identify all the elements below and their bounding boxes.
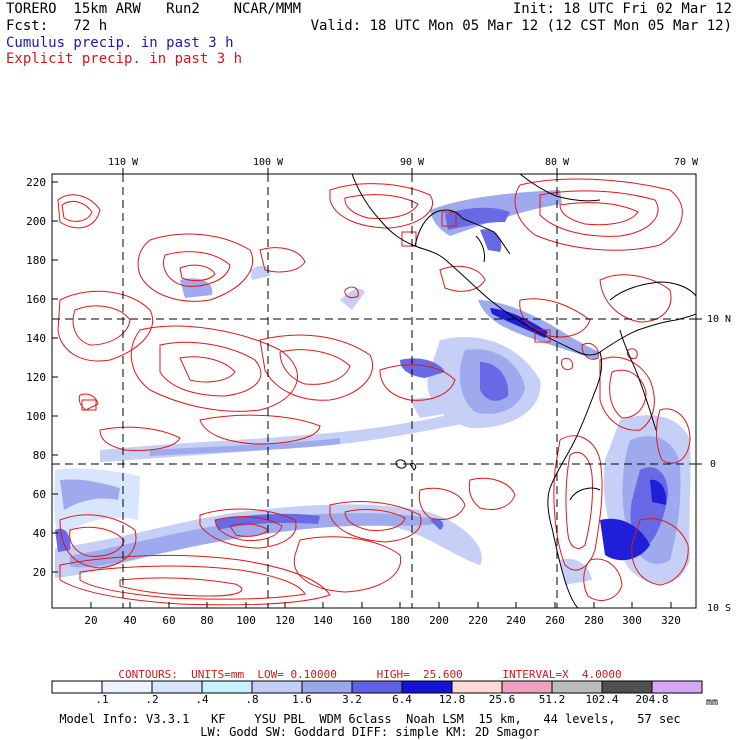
colorbar-cell [201,680,253,694]
y-tick: 100 [26,410,46,423]
colorbar-label: .2 [145,693,158,706]
x-tick: 20 [84,614,97,627]
colorbar-cell [501,680,553,694]
lat-label: 10 S [707,603,731,614]
colorbar-cell [401,680,453,694]
colorbar-label: 51.2 [539,693,566,706]
colorbar-label: .1 [95,693,108,706]
lat-lon-grid [52,174,696,608]
x-tick: 160 [352,614,372,627]
y-tick: 180 [26,254,46,267]
x-tick: 260 [545,614,565,627]
y-tick: 160 [26,293,46,306]
colorbar-cell [601,680,653,694]
colorbar-cell [101,680,153,694]
colorbar-label: 1.6 [292,693,312,706]
lon-label: 110 W [108,157,139,168]
x-tick: 80 [200,614,213,627]
x-tick: 60 [162,614,175,627]
colorbar-unit: mm [706,697,718,708]
y-tick: 20 [33,566,46,579]
colorbar-label: 12.8 [439,693,466,706]
colorbar-cell [301,680,353,694]
x-tick: 40 [123,614,136,627]
x-tick: 200 [429,614,449,627]
colorbar-cell [451,680,503,694]
colorbar-cell [351,680,403,694]
y-tick: 140 [26,332,46,345]
x-tick: 180 [390,614,410,627]
x-tick: 100 [236,614,256,627]
colorbar-label: 3.2 [342,693,362,706]
colorbar-cell [51,680,103,694]
model-info: Model Info: V3.3.1 KF YSU PBL WDM 6class… [59,712,681,726]
legend-explicit: Explicit precip. in past 3 h [6,51,243,67]
valid-time: Valid: 18 UTC Mon 05 Mar 12 (12 CST Mon … [310,18,732,34]
colorbar-cell [651,680,703,694]
colorbar-label: .8 [245,693,258,706]
x-tick: 320 [661,614,681,627]
coastlines [351,174,696,608]
x-tick: 280 [584,614,604,627]
colorbar-label: 102.4 [585,693,618,706]
init-time: Init: 18 UTC Fri 02 Mar 12 [512,1,732,17]
colorbar-label: 204.8 [635,693,668,706]
legend-cumulus: Cumulus precip. in past 3 h [6,35,234,51]
colorbar-cell [551,680,603,694]
y-tick: 80 [33,449,46,462]
x-tick: 140 [313,614,333,627]
run-title: TORERO 15km ARW Run2 NCAR/MMM [6,1,302,17]
lat-label: 10 N [707,314,731,325]
y-tick: 60 [33,488,46,501]
physics-info: LW: Godd SW: Goddard DIFF: simple KM: 2D… [200,725,540,739]
lat-label: 0 [710,459,716,470]
x-tick: 220 [468,614,488,627]
colorbar [51,680,703,694]
y-tick: 200 [26,215,46,228]
lon-label: 90 W [400,157,425,168]
lon-label: 80 W [545,157,570,168]
colorbar-label: 6.4 [392,693,412,706]
y-tick: 120 [26,371,46,384]
colorbar-label: .4 [195,693,209,706]
map-frame [51,173,697,609]
contour-info: CONTOURS: UNITS=mm LOW= 0.10000 HIGH= 25… [118,668,622,681]
colorbar-labels: .1 .2 .4 .8 1.6 3.2 6.4 12.8 25.6 51.2 1… [95,693,668,706]
forecast-hour: Fcst: 72 h [6,18,108,34]
x-tick: 300 [622,614,642,627]
y-tick: 40 [33,527,46,540]
colorbar-cell [151,680,203,694]
lon-label: 70 W [674,157,699,168]
colorbar-cell [251,680,303,694]
y-tick: 220 [26,176,46,189]
lon-label: 100 W [253,157,284,168]
x-tick: 120 [275,614,295,627]
cumulus-precip-shading [54,190,691,585]
colorbar-label: 25.6 [489,693,516,706]
explicit-precip-contours [57,178,691,606]
x-tick: 240 [506,614,526,627]
